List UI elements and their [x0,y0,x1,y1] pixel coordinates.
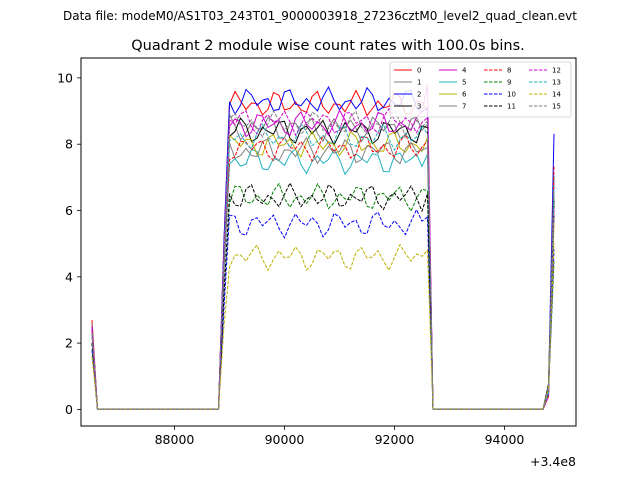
legend-label-12: 12 [552,67,561,75]
legend-label-0: 0 [417,67,421,75]
legend-box [389,61,572,118]
y-tick-label: 2 [65,336,73,351]
x-tick-label: 92000 [375,432,415,447]
legend-label-6: 6 [462,91,467,99]
legend-label-8: 8 [507,67,511,75]
legend-label-9: 9 [507,79,511,87]
legend-label-3: 3 [417,103,421,111]
legend-label-2: 2 [417,91,421,99]
legend-label-1: 1 [417,79,421,87]
legend-label-14: 14 [552,91,561,99]
legend-label-10: 10 [507,91,516,99]
y-tick-label: 4 [65,269,73,284]
series-line-15 [91,109,555,410]
legend-label-13: 13 [552,79,561,87]
legend-label-4: 4 [462,67,467,75]
y-tick-label: 10 [57,70,73,85]
x-tick-label: 90000 [265,432,305,447]
legend-label-15: 15 [552,103,561,111]
x-offset-text: +3.4e8 [530,454,576,469]
series-layer [91,84,555,410]
x-tick-label: 88000 [155,432,195,447]
legend-label-5: 5 [462,79,466,87]
y-tick-label: 8 [65,137,73,152]
legend-label-7: 7 [462,103,466,111]
legend-label-11: 11 [507,103,516,111]
figure-suptitle: Data file: modeM0/AS1T03_243T01_90000039… [63,9,577,23]
y-tick-label: 0 [65,402,73,417]
x-tick-label: 94000 [485,432,525,447]
chart-title: Quadrant 2 module wise count rates with … [131,38,525,54]
y-tick-label: 6 [65,203,73,218]
axes-frame [80,57,577,427]
